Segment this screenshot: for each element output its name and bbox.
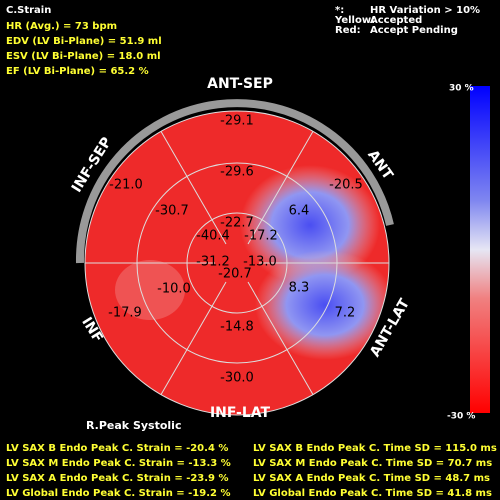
segment-value: -29.1: [220, 114, 254, 129]
legend-text: HR Variation > 10%: [370, 5, 480, 16]
colorbar: [470, 86, 490, 413]
info-line: HR (Avg.) = 73 bpm: [6, 21, 117, 32]
info-line: EF (LV Bi-Plane) = 65.2 %: [6, 66, 149, 77]
stat-line: LV SAX B Endo Peak C. Strain = -20.4 %: [6, 443, 228, 454]
segment-value: -14.8: [220, 320, 254, 335]
stat-line: LV Global Endo Peak C. Strain = -19.2 %: [6, 488, 230, 499]
wall-label: ANT-SEP: [207, 76, 273, 92]
segment-value: -10.0: [157, 282, 191, 297]
segment-value: -17.2: [244, 229, 278, 244]
divider: [160, 131, 227, 245]
stat-line: LV SAX A Endo Peak C. Strain = -23.9 %: [6, 473, 229, 484]
legend-text: Accept Pending: [370, 25, 458, 36]
ring-arc: [75, 99, 394, 264]
segment-value: -17.9: [108, 306, 142, 321]
segment-value: -40.4: [196, 229, 230, 244]
segment-value: -31.2: [196, 255, 230, 270]
legend-text: Accepted: [370, 15, 422, 26]
divider: [160, 281, 227, 395]
segment-value: -13.0: [243, 255, 277, 270]
segment-value: -21.0: [109, 178, 143, 193]
divider: [247, 281, 314, 395]
region: [115, 260, 185, 320]
segment-value: -30.7: [155, 204, 189, 219]
segment-value: -20.5: [329, 178, 363, 193]
stat-line: LV SAX A Endo Peak C. Time SD = 48.7 ms: [253, 473, 490, 484]
segment-value: 7.2: [335, 306, 356, 321]
title: C.Strain: [6, 5, 51, 16]
legend-key: Red:: [335, 25, 361, 36]
stat-line: LV SAX M Endo Peak C. Time SD = 70.7 ms: [253, 458, 492, 469]
stat-line: LV Global Endo Peak C. Time SD = 41.8 ms: [253, 488, 492, 499]
colorbar-bottom: -30 %: [447, 412, 475, 422]
info-line: EDV (LV Bi-Plane) = 51.9 ml: [6, 36, 162, 47]
segment-value: -30.0: [220, 371, 254, 386]
segment-value: -29.6: [220, 165, 254, 180]
segment-value: 8.3: [289, 281, 310, 296]
region: [255, 250, 389, 360]
segment-value: 6.4: [289, 204, 310, 219]
stat-line: LV SAX B Endo Peak C. Time SD = 115.0 ms: [253, 443, 497, 454]
divider: [247, 131, 314, 245]
segment-value: -22.7: [220, 216, 254, 231]
segment-value: -20.7: [218, 267, 252, 282]
caption: R.Peak Systolic: [86, 419, 181, 432]
colorbar-top: 30 %: [449, 84, 474, 94]
legend-key: Yellow:: [334, 15, 375, 26]
wall-label: INF-LAT: [210, 405, 271, 421]
legend-key: *:: [335, 5, 344, 16]
stat-line: LV SAX M Endo Peak C. Strain = -13.3 %: [6, 458, 231, 469]
info-line: ESV (LV Bi-Plane) = 18.0 ml: [6, 51, 161, 62]
